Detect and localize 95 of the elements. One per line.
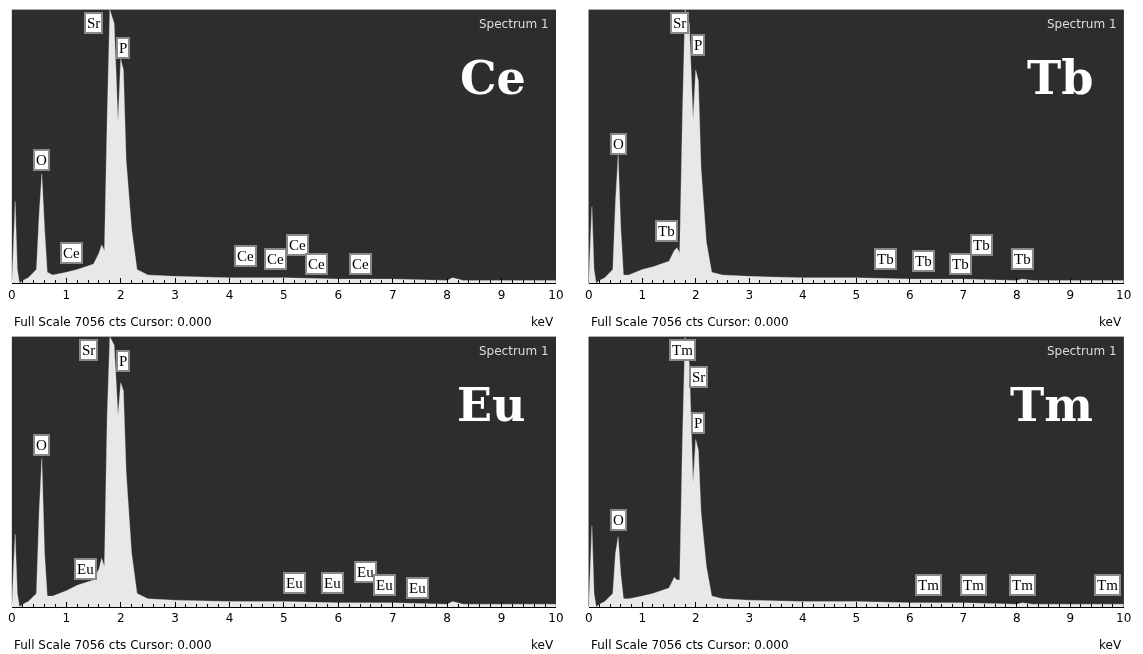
x-tick-label: 5	[852, 611, 861, 626]
annotation: P	[694, 37, 703, 53]
annotation: Tb	[658, 223, 675, 239]
annotation: Tm	[1012, 577, 1034, 593]
x-tick-label: 8	[443, 287, 451, 302]
x-tick-label: 2	[691, 611, 700, 626]
x-tick-label: 7	[959, 611, 968, 626]
x-tick-label: 7	[959, 287, 968, 302]
annotation: Tb	[952, 256, 969, 272]
x-tick-label: 3	[745, 611, 754, 626]
text: Full Scale 7056 cts Cursor: 0.000	[591, 638, 789, 652]
annotation: Sr	[87, 15, 101, 31]
text: Full Scale 7056 cts Cursor: 0.000	[14, 638, 212, 652]
x-tick-label: 7	[388, 611, 397, 626]
x-tick-label: 6	[905, 611, 914, 626]
x-tick-label: 0	[584, 287, 593, 302]
x-tick-label: 6	[334, 287, 343, 302]
annotation: P	[119, 353, 128, 369]
annotation: Spectrum 1	[479, 17, 549, 31]
x-tick-label: 3	[171, 287, 179, 302]
annotation: O	[36, 437, 47, 453]
annotation: Eu	[357, 564, 375, 580]
annotation: Ce	[237, 248, 254, 264]
x-tick-label: 5	[280, 287, 288, 302]
annotation: Ce	[352, 256, 369, 272]
annotation: Eu	[457, 378, 526, 432]
annotation: Eu	[324, 575, 342, 591]
x-tick-label: 3	[745, 287, 754, 302]
text: Full Scale 7056 cts Cursor: 0.000	[14, 315, 212, 329]
annotation: Eu	[409, 580, 427, 596]
annotation: Ce	[308, 256, 325, 272]
x-tick-label: 2	[116, 611, 125, 626]
x-axis-title: keV	[531, 315, 554, 329]
annotation: O	[613, 512, 624, 528]
x-tick-label: 1	[638, 611, 647, 626]
x-tick-label: 10	[548, 287, 564, 302]
x-tick-label: 1	[62, 287, 71, 302]
x-tick-label: 5	[280, 611, 288, 626]
annotation: Ce	[460, 51, 526, 105]
annotation: Eu	[77, 561, 95, 577]
annotation: Eu	[376, 577, 394, 593]
annotation: P	[694, 415, 703, 431]
x-axis-title: keV	[531, 638, 554, 652]
annotation: P	[119, 40, 128, 56]
annotation: Tm	[1010, 378, 1093, 432]
x-tick-label: 10	[1116, 287, 1132, 302]
x-tick-label: 2	[116, 287, 125, 302]
x-axis-title: keV	[1099, 315, 1122, 329]
x-tick-label: 10	[1116, 611, 1132, 626]
x-tick-label: 0	[584, 611, 593, 626]
x-tick-label: 6	[905, 287, 914, 302]
annotation: O	[613, 136, 624, 152]
annotation: Spectrum 1	[1047, 344, 1117, 358]
annotation: Tb	[1014, 251, 1031, 267]
annotation: Tm	[918, 577, 940, 593]
x-tick-label: 3	[171, 611, 179, 626]
x-tick-label: 8	[1012, 611, 1021, 626]
x-tick-label: 5	[852, 287, 861, 302]
annotation: Ce	[267, 251, 284, 267]
annotation: Ce	[289, 237, 306, 253]
x-tick-label: 8	[1012, 287, 1021, 302]
x-tick-label: 8	[443, 611, 451, 626]
x-tick-label: 4	[225, 611, 234, 626]
x-tick-label: 2	[691, 287, 700, 302]
x-tick-label: 6	[334, 611, 343, 626]
annotation: Tm	[672, 342, 694, 358]
x-tick-label: 9	[1066, 611, 1075, 626]
x-tick-label: 7	[388, 287, 397, 302]
annotation: Sr	[692, 369, 706, 385]
x-tick-label: 1	[62, 611, 71, 626]
annotation: O	[36, 152, 47, 168]
x-tick-label: 9	[497, 287, 506, 302]
annotation: Spectrum 1	[1047, 17, 1117, 31]
text: Full Scale 7056 cts Cursor: 0.000	[591, 315, 789, 329]
x-tick-label: 0	[8, 287, 16, 302]
annotation: Spectrum 1	[479, 344, 549, 358]
annotation: Tm	[1097, 577, 1119, 593]
x-tick-label: 4	[798, 611, 807, 626]
annotation: Ce	[63, 245, 80, 261]
annotation: Tb	[877, 251, 894, 267]
x-tick-label: 1	[638, 287, 647, 302]
x-tick-label: 0	[8, 611, 16, 626]
annotation: Tm	[963, 577, 985, 593]
annotation: Tb	[1027, 51, 1094, 105]
annotation: Eu	[286, 575, 304, 591]
annotation: Sr	[82, 342, 96, 358]
x-tick-label: 9	[1066, 287, 1075, 302]
x-tick-label: 9	[497, 611, 506, 626]
annotation: Sr	[673, 15, 687, 31]
x-axis-title: keV	[1099, 638, 1122, 652]
annotation: Tb	[973, 237, 990, 253]
x-tick-label: 4	[225, 287, 234, 302]
annotation: Tb	[915, 253, 932, 269]
x-tick-label: 10	[548, 611, 564, 626]
x-tick-label: 4	[798, 287, 807, 302]
